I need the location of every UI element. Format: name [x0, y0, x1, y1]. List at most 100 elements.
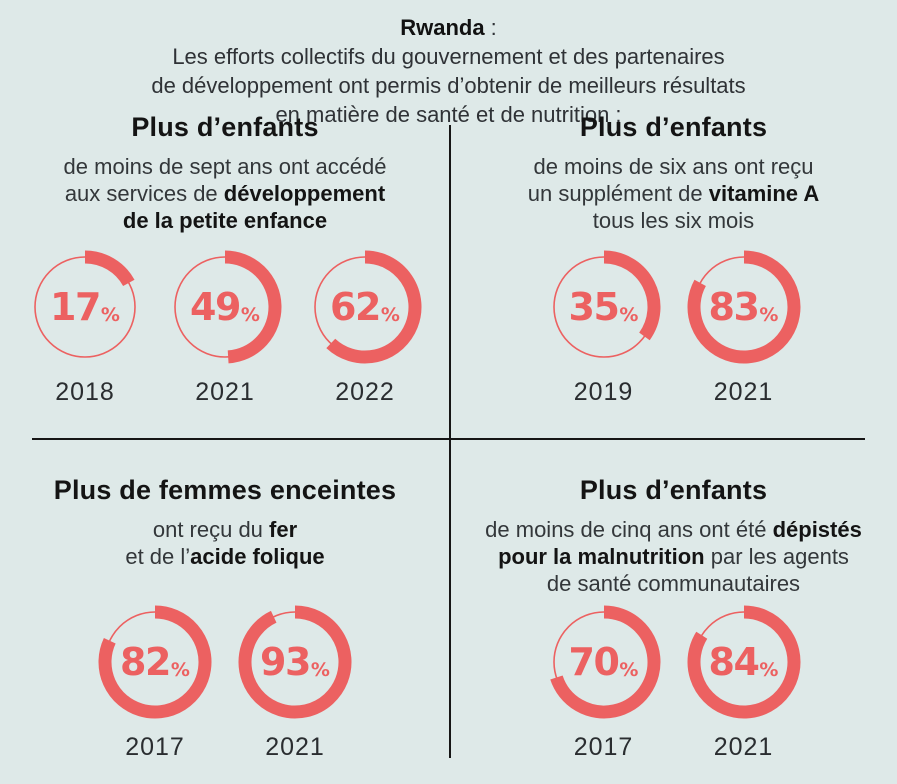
donut-year-label: 2019	[573, 378, 634, 406]
donut-ring: 49%	[166, 248, 284, 366]
quadrant-description: de moins de sept ans ont accédé aux servi…	[64, 153, 387, 234]
donut-group: 70% 2017 84% 2021	[545, 603, 803, 762]
description-line: tous les six mois	[528, 207, 819, 234]
percent-sign: %	[100, 304, 120, 326]
description-text: de moins de six ans ont reçu	[533, 154, 814, 179]
donut-percent-label: 82%	[96, 603, 214, 721]
donut-percent-value: 49	[190, 285, 241, 329]
donut-progress-arc	[326, 250, 422, 364]
description-text: aux services de	[64, 181, 224, 206]
donut-chart: 70% 2017	[545, 603, 663, 762]
quadrant-description: ont reçu du fer et de l’acide folique	[125, 516, 324, 597]
donut-percent-value: 93	[260, 640, 311, 684]
description-bold-text: développement	[223, 181, 386, 206]
donut-ring-svg	[552, 250, 660, 358]
donut-year-label: 2018	[55, 378, 115, 406]
donut-ring-svg	[98, 605, 212, 719]
donut-percent-value: 84	[708, 640, 760, 684]
donut-chart: 93% 2021	[236, 603, 354, 762]
header-subtitle-line-3: en matière de santé et de nutrition :	[275, 102, 622, 127]
quadrant-title: Plus d’enfants	[579, 475, 768, 505]
description-line: de moins de cinq ans ont été dépistés	[485, 516, 862, 543]
donut-ring-svg	[549, 605, 660, 719]
description-text: tous les six mois	[592, 208, 755, 233]
percent-sign: %	[619, 304, 639, 326]
description-text: par les agents	[704, 544, 849, 569]
percent-sign: %	[619, 659, 639, 681]
percent-sign: %	[759, 659, 779, 681]
description-line: et de l’acide folique	[125, 543, 324, 570]
donut-chart: 84% 2021	[685, 603, 803, 762]
donut-progress-arc	[224, 250, 282, 364]
description-bold-text: vitamine A	[708, 181, 820, 206]
donut-percent-value: 62	[330, 285, 381, 329]
donut-ring: 82%	[96, 603, 214, 721]
description-text: de moins de cinq ans ont été	[485, 517, 773, 542]
description-bold-text: dépistés	[772, 517, 862, 542]
donut-chart: 17% 2018	[26, 248, 144, 407]
donut-year-label: 2022	[335, 378, 395, 406]
description-line: pour la malnutrition par les agents	[485, 543, 862, 570]
description-bold-text: acide folique	[190, 544, 325, 569]
donut-chart: 83% 2021	[685, 248, 803, 407]
percent-sign: %	[759, 304, 779, 326]
description-line: de moins de six ans ont reçu	[528, 153, 819, 180]
donut-chart: 82% 2017	[96, 603, 214, 762]
description-text: et de l’	[125, 544, 191, 569]
donut-percent-label: 93%	[236, 603, 354, 721]
description-line: ont reçu du fer	[125, 516, 324, 543]
donut-percent-value: 83	[708, 285, 760, 329]
header-title-line: Rwanda :	[0, 13, 897, 42]
donut-percent-label: 70%	[545, 603, 663, 721]
description-line: de la petite enfance	[64, 207, 387, 234]
quadrant-grid: Plus d’enfants de moins de sept ans ont …	[0, 108, 897, 784]
donut-progress-arc	[549, 605, 660, 719]
header-colon: :	[484, 15, 497, 40]
percent-sign: %	[240, 304, 260, 326]
donut-percent-label: 84%	[685, 603, 803, 721]
header-subtitle-line-1: Les efforts collectifs du gouvernement e…	[172, 44, 725, 69]
donut-ring: 83%	[685, 248, 803, 366]
quadrant-title: Plus d’enfants	[131, 112, 319, 142]
quadrant-vitamin-a: Plus d’enfants de moins de six ans ont r…	[450, 108, 897, 440]
donut-ring: 35%	[545, 248, 663, 366]
donut-percent-value: 70	[568, 640, 620, 684]
donut-ring: 17%	[26, 248, 144, 366]
header: Rwanda : Les efforts collectifs du gouve…	[0, 0, 897, 129]
quadrant-title: Plus de femmes enceintes	[53, 475, 397, 505]
description-bold-text: de la petite enfance	[122, 208, 328, 233]
donut-ring: 62%	[306, 248, 424, 366]
percent-sign: %	[170, 659, 190, 681]
donut-year-label: 2017	[573, 733, 634, 761]
quadrant-title: Plus d’enfants	[579, 112, 768, 142]
description-text: un supplément de	[527, 181, 709, 206]
description-bold-text: fer	[269, 517, 298, 542]
donut-percent-label: 83%	[685, 248, 803, 366]
donut-chart: 35% 2019	[545, 248, 663, 407]
percent-sign: %	[380, 304, 400, 326]
description-text: de moins de sept ans ont accédé	[63, 154, 387, 179]
donut-year-label: 2021	[265, 733, 325, 761]
donut-ring: 93%	[236, 603, 354, 721]
donut-group: 17% 2018 49% 2021 62% 2022	[26, 248, 424, 407]
donut-ring-svg	[238, 605, 352, 719]
description-line: aux services de développement	[64, 180, 387, 207]
donut-ring-svg	[174, 250, 282, 364]
quadrant-description: de moins de six ans ont reçu un supplémen…	[528, 153, 819, 234]
donut-year-label: 2017	[125, 733, 185, 761]
quadrant-iron-folic-acid: Plus de femmes enceintes ont reçu du fer…	[0, 440, 450, 784]
donut-percent-value: 35	[568, 285, 620, 329]
description-text: ont reçu du	[152, 517, 270, 542]
description-line: un supplément de vitamine A	[528, 180, 819, 207]
donut-percent-value: 17	[50, 285, 101, 329]
donut-ring-svg	[34, 250, 136, 358]
donut-chart: 62% 2022	[306, 248, 424, 407]
donut-group: 82% 2017 93% 2021	[96, 603, 354, 762]
donut-progress-arc	[84, 250, 135, 287]
donut-percent-label: 17%	[26, 248, 144, 366]
quadrant-early-childhood: Plus d’enfants de moins de sept ans ont …	[0, 108, 450, 440]
quadrant-description: de moins de cinq ans ont été dépistés pou…	[485, 516, 862, 597]
quadrant-malnutrition-screening: Plus d’enfants de moins de cinq ans ont …	[450, 440, 897, 784]
donut-year-label: 2021	[713, 733, 774, 761]
